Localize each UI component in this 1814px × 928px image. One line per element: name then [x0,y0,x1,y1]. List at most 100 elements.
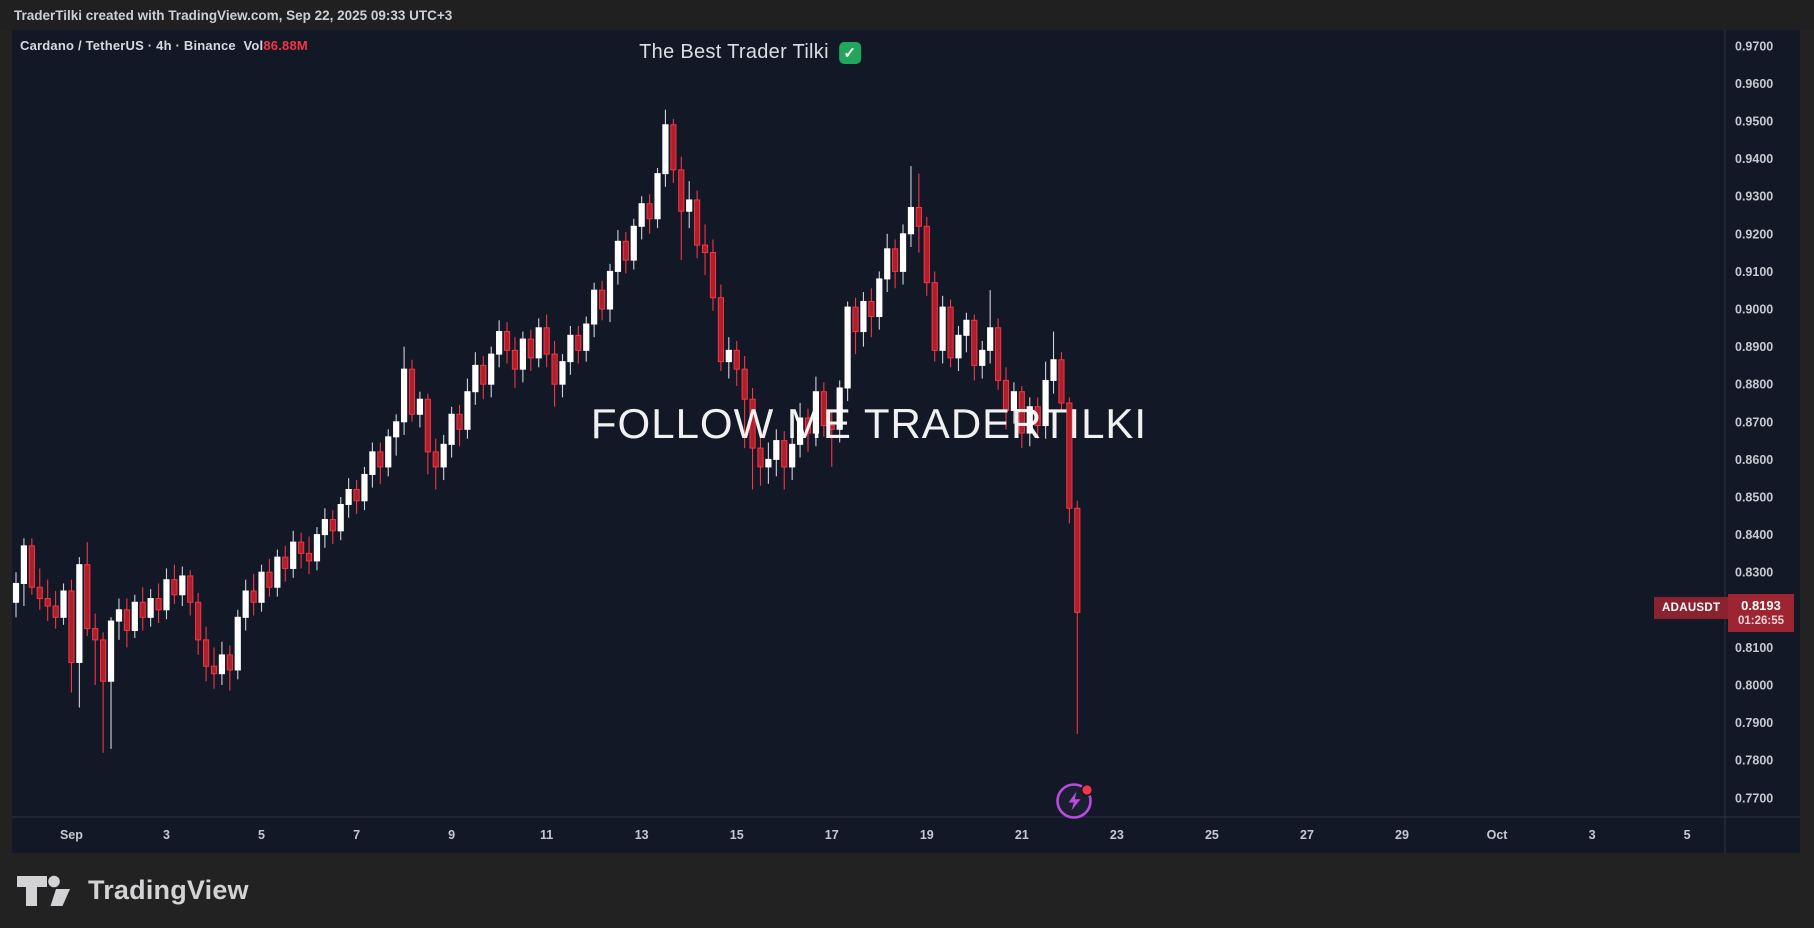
candle-body [76,564,83,663]
time-tick-label[interactable]: Sep [60,828,83,842]
time-tick-label[interactable]: 3 [163,828,170,842]
candle-body [202,639,210,667]
candle-body [305,552,313,562]
candle-body [907,206,915,235]
price-tick-label[interactable]: 0.7900 [1735,716,1773,730]
chart-title: The Best Trader Tilki ✓ [639,41,861,64]
candle-body [1058,359,1065,404]
candle-body [836,387,843,430]
exchange-label: Binance [183,38,236,53]
time-tick-label[interactable]: 3 [1589,828,1596,842]
time-tick-label[interactable]: 21 [1015,828,1029,842]
time-tick-label[interactable]: 19 [920,828,934,842]
symbol-legend[interactable]: Cardano / TetherUS · 4h · Binance Vol 86.… [20,38,308,53]
candle-body [1074,507,1081,613]
candle-body [1010,391,1018,412]
tradingview-brand-text[interactable]: TradingView [88,875,249,905]
candle-body [226,654,233,671]
chart-title-text: The Best Trader Tilki [639,41,829,63]
candle-body [131,601,138,631]
interval-label[interactable]: 4h [156,38,172,53]
price-tick-label[interactable]: 0.9500 [1735,114,1773,128]
candle-body [472,364,479,393]
symbol-name[interactable]: Cardano / TetherUS [20,38,144,53]
candle-body [298,541,305,554]
chart-pane[interactable]: 0.9700 0.9600 0.9500 0.9400 0.9300 0.9200 0.91… [12,30,1800,853]
candle-body [12,582,20,603]
price-tick-label[interactable]: 0.9400 [1735,152,1773,166]
candle-body [709,252,717,299]
price-tick-label[interactable]: 0.8800 [1735,378,1773,392]
candle-body [994,327,1002,381]
candle-body [1002,379,1010,412]
candle-body [575,334,582,351]
candle-body [892,248,899,272]
time-tick-label[interactable]: 15 [730,828,744,842]
time-tick-label[interactable]: Oct [1487,828,1509,842]
candle-body [979,349,986,366]
candle-body [218,654,226,675]
candle-body [440,443,447,468]
time-tick-label[interactable]: 29 [1395,828,1409,842]
time-tick-label[interactable]: 23 [1110,828,1124,842]
time-tick-label[interactable]: 25 [1205,828,1219,842]
price-tick-label[interactable]: 0.8900 [1735,340,1773,354]
candle-body [923,225,930,284]
price-tick-label[interactable]: 0.8500 [1735,490,1773,504]
price-tick-label[interactable]: 0.9600 [1735,77,1773,91]
candle-body [741,368,748,400]
time-tick-label[interactable]: 9 [448,828,455,842]
candle-body [503,331,511,351]
candle-body [464,391,471,430]
candle-body [1018,391,1025,434]
time-tick-label[interactable]: 17 [825,828,839,842]
price-tick-label[interactable]: 0.9100 [1735,265,1773,279]
price-tick-label[interactable]: 0.8100 [1735,641,1773,655]
price-tick-label[interactable]: 0.8600 [1735,453,1773,467]
price-tick-label[interactable]: 0.9200 [1735,227,1773,241]
candle-body [598,289,606,310]
top-attribution-bar: TraderTilki created with TradingView.com… [0,0,1814,30]
candle-body [670,124,677,171]
price-tick-label[interactable]: 0.8400 [1735,528,1773,542]
candle-body [899,233,907,272]
time-tick-label[interactable]: 5 [1684,828,1691,842]
candle-body [511,349,519,370]
candle-body [717,297,724,363]
price-tick-label[interactable]: 0.9000 [1735,302,1773,316]
candle-body [1034,406,1041,427]
time-tick-label[interactable]: 27 [1300,828,1314,842]
price-tick-label[interactable]: 0.8000 [1735,678,1773,692]
candle-body [955,334,962,359]
time-tick-label[interactable]: 5 [258,828,265,842]
price-tick-label[interactable]: 0.9300 [1735,190,1773,204]
price-tick-label[interactable]: 0.7800 [1735,754,1773,768]
candle-body [622,240,629,261]
candle-body [963,319,970,336]
time-tick-label[interactable]: 13 [635,828,649,842]
time-tick-label[interactable]: 11 [540,828,553,842]
candle-body [987,327,994,351]
time-tick-label[interactable]: 7 [353,828,360,842]
price-tick-label[interactable]: 0.7700 [1735,791,1773,805]
tradingview-logo-icon[interactable] [16,875,78,907]
candle-body [931,282,938,351]
price-tick-label[interactable]: 0.8700 [1735,415,1773,429]
green-check-icon: ✓ [838,41,861,64]
candle-body [361,473,368,502]
price-tick-label[interactable]: 0.9700 [1735,39,1773,53]
candle-body [828,425,835,430]
boost-lightning-icon[interactable] [1055,781,1095,821]
candle-body [385,436,392,468]
candle-body [68,590,75,663]
last-price-badge: 0.8193 01:26:55 [1728,594,1794,632]
candle-body [630,225,637,261]
candle-body [313,534,321,562]
candle-body [28,545,35,588]
candle-body [551,353,558,385]
candlestick-canvas[interactable]: 0.9700 0.9600 0.9500 0.9400 0.9300 0.9200 0.91… [12,30,1800,853]
candle-body [583,323,590,351]
price-tick-label[interactable]: 0.8300 [1735,566,1773,580]
candle-body [1066,402,1073,509]
volume-label: Vol [243,38,264,53]
